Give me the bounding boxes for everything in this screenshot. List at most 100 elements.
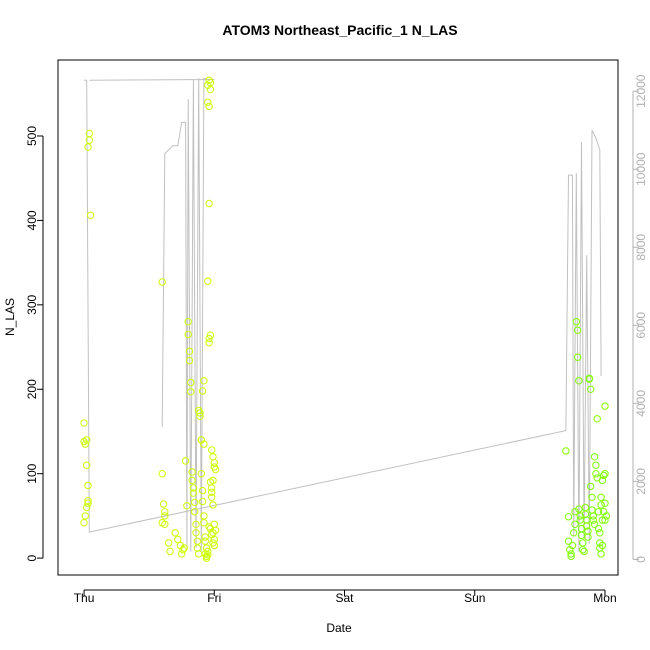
right-axis-tick-label: 8000	[634, 234, 648, 261]
series-1-point	[206, 85, 215, 94]
series-2-point	[592, 461, 600, 469]
series-1-point	[181, 457, 190, 465]
series-1-point	[204, 98, 212, 106]
series-2-point	[571, 520, 579, 528]
series-2-point	[597, 501, 605, 509]
right-axis-tick-label: 0	[634, 556, 648, 563]
left-y-axis: 0 100 200 300 400 500	[25, 126, 44, 561]
series-2-point	[579, 539, 587, 547]
left-axis-tick-label: 200	[25, 379, 39, 399]
series-3-line	[84, 79, 602, 552]
series-2-point	[576, 512, 584, 520]
series-2-point	[598, 541, 607, 550]
series-2-point	[596, 529, 604, 537]
x-axis-tick-label: Mon	[593, 591, 616, 605]
series-1-point	[209, 501, 217, 509]
series-1-point	[209, 539, 217, 547]
series-1-point	[183, 502, 191, 510]
series-1-point	[161, 508, 169, 516]
series-2-point	[601, 499, 609, 507]
plot-frame	[57, 59, 619, 576]
x-axis-tick-label: Sat	[336, 591, 355, 605]
series-1-point	[209, 476, 217, 485]
series-1-point	[206, 331, 215, 339]
series-1-point	[184, 318, 192, 326]
series-1-point	[171, 529, 179, 537]
series-1-point	[198, 497, 207, 506]
series-2-point	[601, 516, 609, 524]
series-1-point	[205, 334, 213, 343]
series-2-point	[577, 531, 586, 539]
series-1-point	[165, 539, 173, 547]
series-1-point	[81, 512, 90, 520]
series-1-point	[211, 526, 220, 534]
series-2-point	[567, 550, 575, 558]
series-1-point	[84, 499, 92, 507]
x-axis: Thu Fri Sat Sun Mon	[74, 589, 617, 605]
series-1-point	[201, 537, 209, 545]
series-2-point	[564, 537, 573, 545]
series-1-point	[174, 535, 182, 544]
series-1-point	[84, 481, 92, 490]
series-2-point	[567, 552, 575, 561]
series-1-point	[158, 470, 166, 478]
series-1-point	[208, 446, 216, 454]
right-axis-tick-label: 12000	[634, 74, 648, 108]
series-2-point	[588, 493, 596, 501]
series-2-point	[594, 524, 603, 533]
series-1-point	[198, 387, 207, 395]
series-1-point	[192, 529, 200, 537]
series-1-point	[187, 378, 195, 387]
series-2-point	[580, 547, 588, 556]
series-1-point	[191, 508, 199, 516]
series-2-point	[593, 415, 601, 423]
series-2-point	[572, 318, 580, 326]
right-axis-tick-label: 10000	[634, 152, 648, 186]
series-1-point	[205, 339, 213, 347]
series-1-point	[178, 550, 186, 558]
series-1-point	[209, 453, 217, 461]
series-2-point	[590, 453, 599, 461]
x-axis-tick-label: Fri	[207, 591, 221, 605]
series-1-point	[197, 470, 206, 478]
series-1-point	[158, 278, 166, 286]
right-axis-tick-label: 4000	[634, 390, 648, 417]
series-1-point	[161, 520, 169, 528]
series-2-point	[564, 513, 573, 521]
series-1-point	[193, 544, 202, 552]
left-axis-tick-label: 400	[25, 210, 39, 230]
series-2-point	[587, 385, 595, 393]
series-2-point	[598, 476, 607, 485]
series-1-point	[184, 330, 192, 339]
series-1-point	[86, 211, 95, 220]
series-1-point	[179, 546, 187, 554]
series-1-point	[200, 377, 208, 385]
left-axis-tick-label: 500	[25, 126, 39, 146]
series-4-line	[89, 77, 215, 552]
series-2-point	[594, 508, 603, 516]
series-2-point	[573, 326, 582, 334]
series-1-point	[202, 552, 211, 561]
series-1-point	[193, 537, 202, 545]
series-2-point	[598, 516, 607, 524]
series-2-point	[583, 522, 591, 530]
series-2-point	[584, 533, 592, 541]
series-1-point	[84, 143, 92, 151]
series-1-point	[192, 520, 200, 528]
plot-layer	[80, 76, 610, 562]
series-1-point	[185, 356, 194, 365]
series-2-point	[581, 503, 590, 512]
x-axis-label: Date	[326, 621, 352, 635]
chart-title: ATOM3 Northeast_Pacific_1 N_LAS	[222, 22, 457, 38]
series-1-point	[83, 436, 91, 444]
series-1-point	[191, 498, 199, 507]
right-y-axis: 0 2000 4000 6000 8000 10000 12000	[632, 74, 648, 563]
series-2-point	[597, 550, 605, 558]
series-2-point	[573, 353, 582, 361]
series-1-point	[204, 547, 212, 556]
series-2-point	[568, 541, 577, 550]
series-1-point	[196, 409, 204, 417]
series-2-point	[601, 402, 609, 410]
series-1-point	[166, 547, 174, 556]
